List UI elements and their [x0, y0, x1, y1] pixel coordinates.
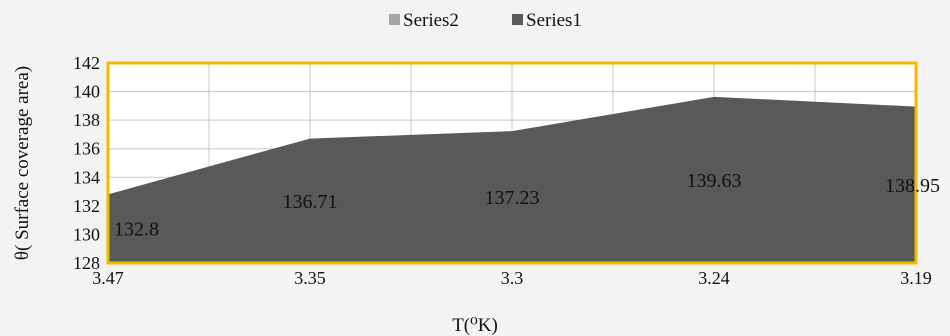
legend-swatch-series2	[389, 14, 400, 25]
data-label: 132.8	[114, 219, 159, 241]
data-label: 136.71	[283, 191, 338, 213]
legend-label-series2: Series2	[403, 10, 459, 31]
y-tick-label: 130	[73, 224, 100, 244]
data-label: 139.63	[687, 170, 742, 192]
data-label: 138.95	[885, 175, 940, 197]
series-area-layer	[108, 96, 916, 263]
x-tick-label: 3.19	[900, 268, 932, 288]
y-tick-label: 136	[73, 139, 100, 159]
y-axis-title: θ( Surface coverage area)	[12, 66, 33, 260]
x-axis-title: T(⁰K)	[452, 315, 498, 336]
y-tick-label: 138	[73, 110, 100, 130]
legend: Series2 Series1	[389, 10, 582, 31]
x-tick-label: 3.3	[501, 268, 524, 288]
y-tick-label: 128	[73, 253, 100, 273]
series-area-series1	[108, 96, 916, 263]
x-axis-ticks: 3.47 3.35 3.3 3.24 3.19	[92, 268, 932, 288]
y-tick-label: 134	[73, 167, 100, 187]
y-tick-label: 132	[73, 196, 100, 216]
y-tick-label: 142	[73, 53, 100, 73]
x-tick-label: 3.47	[92, 268, 124, 288]
y-axis-ticks: 128 130 132 134 136 138 140 142	[73, 53, 100, 273]
y-tick-label: 140	[73, 82, 100, 102]
x-tick-label: 3.35	[294, 268, 326, 288]
plot-border	[106, 61, 918, 265]
legend-swatch-series1	[512, 14, 523, 25]
x-tick-label: 3.24	[698, 268, 730, 288]
data-label: 137.23	[485, 187, 540, 209]
data-labels: 132.8 136.71 137.23 139.63 138.95	[114, 170, 940, 241]
legend-label-series1: Series1	[526, 10, 582, 31]
